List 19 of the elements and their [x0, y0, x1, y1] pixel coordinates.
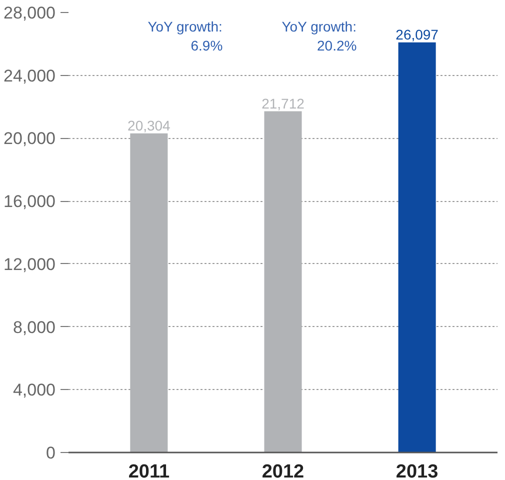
- y-tick-label: 24,000: [4, 66, 56, 86]
- y-tick-label: 0: [46, 444, 56, 462]
- annotation: YoY growth: 6.9%: [148, 18, 223, 54]
- x-tick-label: 2012: [262, 462, 304, 480]
- y-tick-label: 8,000: [12, 318, 56, 337]
- data-label: 26,097: [396, 26, 439, 42]
- y-tick-label: 16,000: [4, 192, 56, 212]
- bar: [264, 111, 302, 452]
- bar: [130, 133, 168, 452]
- bar: [398, 42, 436, 452]
- x-tick-label: 2013: [396, 462, 438, 480]
- y-tick-label: 4,000: [12, 380, 56, 400]
- annotation: YoY growth: 20.2%: [282, 18, 357, 54]
- y-tick-label: 12,000: [4, 254, 56, 274]
- y-tick-label: 20,000: [4, 129, 56, 148]
- data-label: 21,712: [262, 95, 305, 112]
- data-label: 20,304: [128, 117, 171, 134]
- x-tick-label: 2011: [128, 462, 170, 480]
- y-tick-label: 28,000: [4, 4, 56, 22]
